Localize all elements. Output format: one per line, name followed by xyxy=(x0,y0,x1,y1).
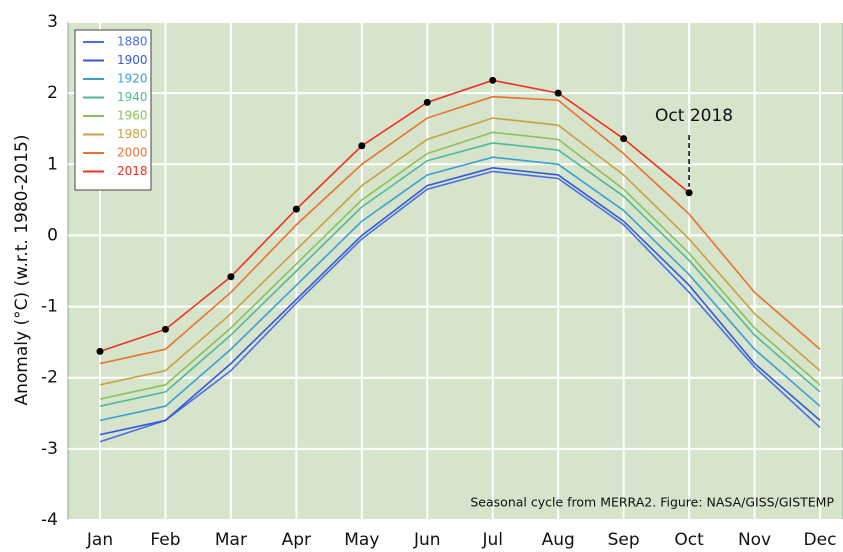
x-tick-label: Aug xyxy=(542,530,575,550)
x-tick-label: Sep xyxy=(608,530,640,550)
legend-label: 1880 xyxy=(117,35,148,49)
x-tick-label: Apr xyxy=(282,530,311,550)
data-point xyxy=(554,89,562,97)
data-point xyxy=(423,98,431,106)
legend-label: 2018 xyxy=(117,164,148,178)
series-line xyxy=(99,156,821,422)
annotation: Oct 2018 xyxy=(655,106,733,126)
legend-label: 1900 xyxy=(117,53,148,67)
legend-label: 1960 xyxy=(117,109,148,123)
legend-label: 2000 xyxy=(117,146,148,160)
y-tick-label: -4 xyxy=(41,510,58,530)
legend: 1880 1900 1920 1940 1960 1980 2000 2018 xyxy=(74,29,152,191)
y-tick-label: 2 xyxy=(47,83,58,103)
x-tick-label: Dec xyxy=(804,530,837,550)
x-tick-label: May xyxy=(344,530,379,550)
data-point xyxy=(161,325,169,333)
y-tick-label: -1 xyxy=(41,297,58,317)
y-tick-label: 0 xyxy=(47,225,58,245)
x-tick-label: Jul xyxy=(481,530,503,550)
legend-label: 1980 xyxy=(117,127,148,141)
x-tick-label: Nov xyxy=(738,530,771,550)
x-tick-label: Feb xyxy=(150,530,180,550)
data-point xyxy=(96,347,104,355)
series-line xyxy=(99,117,821,386)
series-line xyxy=(99,79,690,353)
legend-label: 1920 xyxy=(117,72,148,86)
data-point xyxy=(292,205,300,213)
y-tick-label: -2 xyxy=(41,368,58,388)
data-point xyxy=(620,135,628,143)
data-point xyxy=(358,142,366,150)
plot-area xyxy=(67,21,843,521)
data-point xyxy=(685,189,693,197)
series-line xyxy=(99,170,821,443)
legend-label: 1940 xyxy=(117,90,148,104)
x-tick-label: Mar xyxy=(215,530,247,550)
y-tick-label: 3 xyxy=(47,12,58,32)
data-point xyxy=(489,76,497,84)
series-line xyxy=(99,142,821,407)
x-tick-label: Oct xyxy=(674,530,704,550)
data-point xyxy=(227,273,235,281)
y-tick-label: 1 xyxy=(47,154,58,174)
y-axis-label: Anomaly (°C) (w.r.t. 1980-2015) xyxy=(12,135,32,406)
series-line xyxy=(99,167,821,436)
series-line xyxy=(99,95,821,365)
series-line xyxy=(99,131,821,400)
x-tick-label: Jun xyxy=(413,530,441,550)
credit: Seasonal cycle from MERRA2. Figure: NASA… xyxy=(470,495,834,510)
y-tick-label: -3 xyxy=(41,439,58,459)
legend-box xyxy=(74,29,152,191)
x-tick-label: Jan xyxy=(86,530,113,550)
